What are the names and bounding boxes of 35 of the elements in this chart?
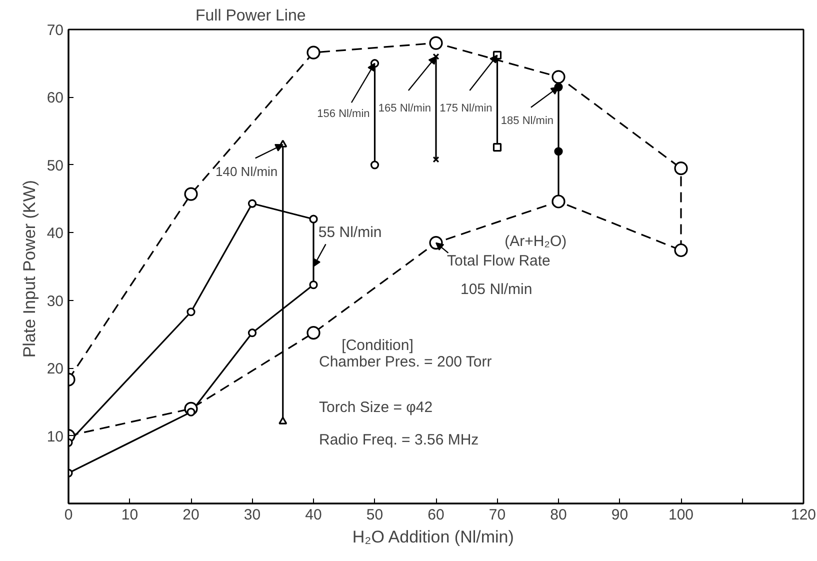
annotation: (Ar+H₂O) <box>504 232 567 250</box>
annotation: 55 Nl/min <box>318 224 382 242</box>
y-tick-label: 70 <box>46 22 64 39</box>
annotation: Torch Size = φ42 <box>319 398 433 416</box>
annotation: 175 Nl/min <box>440 102 492 115</box>
x-tick-label: 80 <box>550 506 567 524</box>
x-tick-label: 20 <box>182 506 200 524</box>
annotation: Chamber Pres. = 200 Torr <box>319 353 492 370</box>
x-tick-label: 70 <box>488 506 506 524</box>
annotation: 140 Nl/min <box>216 164 278 180</box>
annotation: 165 Nl/min <box>378 102 432 115</box>
y-tick-label: 20 <box>46 360 64 378</box>
y-tick-label: 30 <box>46 292 64 310</box>
annotation: 185 Nl/min <box>500 114 554 127</box>
x-tick-label: 60 <box>428 506 444 524</box>
x-tick-label: 40 <box>305 506 322 524</box>
y-tick-label: 10 <box>46 428 64 446</box>
y-tick-label: 60 <box>46 90 64 107</box>
y-axis-title: Plate Input Power (KW) <box>20 180 39 358</box>
y-tick-label: 40 <box>46 225 64 242</box>
x-tick-label: 120 <box>790 506 816 524</box>
annotation: 156 Nl/min <box>317 108 370 120</box>
annotation: Radio Freq. = 3.56 MHz <box>319 431 479 448</box>
x-tick-label: 90 <box>611 506 628 524</box>
x-tick-label: 30 <box>244 506 261 524</box>
series-label: Full Power Line <box>196 8 306 24</box>
x-tick-label: 100 <box>668 506 694 524</box>
annotation: [Condition] <box>342 337 414 354</box>
x-tick-label: 50 <box>366 506 384 524</box>
x-tick-label: 0 <box>64 506 73 524</box>
annotation: Total Flow Rate <box>447 252 550 270</box>
y-tick-label: 50 <box>46 157 64 174</box>
annotation: 105 Nl/min <box>460 281 532 298</box>
x-tick-label: 10 <box>121 506 138 524</box>
x-axis-title: H₂O Addition (Nl/min) <box>352 528 514 546</box>
